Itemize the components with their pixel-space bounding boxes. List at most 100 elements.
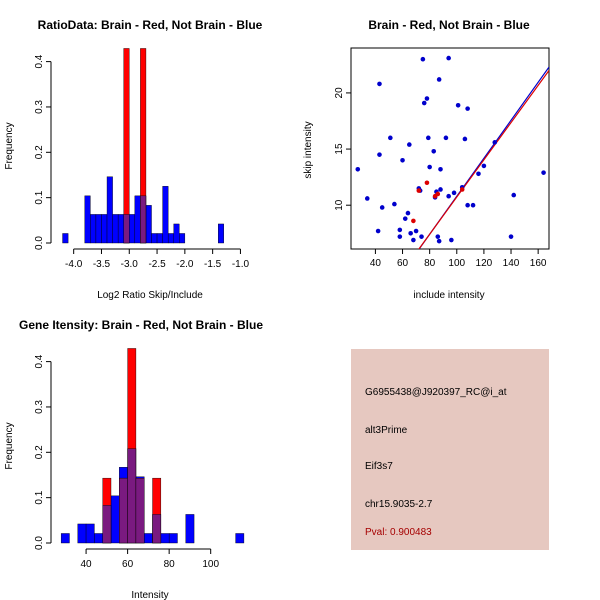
event-type: alt3Prime [365, 425, 408, 436]
notbrain-point [451, 190, 457, 196]
notbrain-point [421, 100, 427, 106]
ratio-x-tick-label: -2.0 [176, 259, 194, 270]
ratio-y-tick-label: 0.4 [34, 54, 45, 68]
intensity-scatter: Brain - Red, Not Brain - Blue 40 60 80 100 1… [303, 18, 550, 301]
ratio-notbrain-bar [95, 214, 102, 244]
intensity-overlap-bar [127, 448, 137, 544]
notbrain-point [427, 164, 432, 170]
intensity-notbrain-bar [144, 533, 153, 544]
brain-point [435, 191, 441, 197]
scatter-x-tick-label: 160 [530, 258, 547, 269]
brain-point [416, 188, 422, 193]
ratio-notbrain-bar [173, 223, 180, 244]
ratio-notbrain-bar [90, 214, 97, 244]
ratio-notbrain-bar [117, 214, 124, 244]
ratio-notbrain-bar [84, 195, 91, 244]
notbrain-point [511, 192, 517, 198]
intensity-histogram: Gene Itensity: Brain - Red, Not Brain - … [4, 318, 263, 600]
intensity-y-tick-label: 0.2 [34, 445, 45, 459]
intensity-x-tick-label: 100 [202, 559, 219, 570]
notbrain-point [408, 230, 413, 236]
notbrain-point [424, 96, 430, 101]
notbrain-point [443, 135, 449, 141]
notbrain-point [436, 238, 442, 244]
notbrain-point [446, 193, 451, 199]
info-panel: G6955438@J920397_RC@i_at alt3Prime Eif3s… [351, 349, 549, 550]
ratio-notbrain-bar [179, 233, 186, 244]
intensity-notbrain-bar [185, 514, 195, 544]
intensity-overlap-bar [119, 477, 128, 544]
scatter-y-axis: 10 15 20 [334, 87, 351, 211]
scatter-x-tick-label: 120 [476, 258, 493, 269]
scatter-points [355, 55, 546, 244]
intensity-notbrain-bar [60, 533, 70, 544]
ratio-y-tick-label: 0.3 [34, 100, 45, 114]
intensity-y-axis: 0.0 0.1 0.2 0.3 0.4 [34, 354, 52, 550]
notbrain-point [462, 136, 468, 142]
notbrain-point [407, 142, 412, 147]
p-value: Pval: 0.900483 [365, 527, 432, 538]
notbrain-point [411, 237, 416, 243]
ratio-notbrain-bar [134, 195, 141, 244]
intensity-x-tick-label: 40 [81, 559, 93, 570]
ratio-y-tick-label: 0.2 [34, 145, 45, 159]
notbrain-point [492, 140, 498, 145]
notbrain-point [419, 234, 424, 239]
ratio-notbrain-bar [167, 233, 174, 244]
notbrain-point [402, 216, 408, 221]
ratio-x-tick-label: -2.5 [148, 259, 166, 270]
notbrain-point [438, 187, 443, 192]
ratio-y-tick-label: 0.0 [34, 236, 45, 250]
ratio-notbrain-bar [151, 233, 158, 244]
ratio-y-axis: 0.0 0.1 0.2 0.3 0.4 [34, 54, 52, 250]
notbrain-point [465, 106, 470, 111]
notbrain-point [392, 201, 397, 207]
notbrain-point [438, 166, 443, 172]
notbrain-point [449, 237, 454, 243]
intensity-y-tick-label: 0.1 [34, 490, 45, 504]
intensity-notbrain-bar [160, 533, 170, 544]
notbrain-point [426, 135, 431, 141]
notbrain-point [375, 228, 381, 234]
notbrain-point [431, 149, 437, 154]
ratio-notbrain-bar [145, 205, 152, 244]
ratio-notbrain-bar [112, 214, 119, 244]
scatter-title: Brain - Red, Not Brain - Blue [368, 18, 530, 32]
notbrain-point [446, 55, 451, 61]
ratio-x-tick-label: -1.0 [232, 259, 250, 270]
gene-name: Eif3s7 [365, 461, 393, 472]
brain-fit-line [418, 70, 549, 249]
ratio-brain-bar [123, 48, 130, 244]
notbrain-point [400, 157, 405, 163]
notbrain-point [541, 170, 546, 175]
intensity-x-label: Intensity [131, 590, 168, 600]
notbrain-point [355, 166, 361, 172]
notbrain-point [388, 135, 393, 141]
scatter-y-tick-label: 20 [334, 87, 345, 99]
intensity-histogram-title: Gene Itensity: Brain - Red, Not Brain - … [19, 318, 263, 332]
ratio-notbrain-bar [101, 214, 108, 244]
intensity-notbrain-bar [110, 495, 120, 544]
ratio-y-label: Frequency [4, 122, 15, 169]
ratio-x-tick-label: -3.5 [93, 259, 111, 270]
intensity-overlap-bar [135, 477, 145, 544]
intensity-notbrain-bar [85, 523, 95, 544]
intensity-y-label: Frequency [4, 422, 15, 469]
notbrain-point [377, 81, 382, 87]
scatter-x-tick-label: 60 [397, 258, 409, 269]
brain-point [411, 218, 416, 224]
intensity-x-tick-label: 60 [122, 559, 134, 570]
ratio-x-axis: -4.0 -3.5 -3.0 -2.5 -2.0 -1.5 -1.0 [65, 248, 250, 270]
brain-point [424, 180, 430, 186]
notbrain-point [397, 234, 403, 239]
notbrain-point [364, 196, 370, 201]
notbrain-point [508, 234, 514, 239]
scatter-x-tick-label: 100 [448, 258, 465, 269]
ratio-x-tick-label: -3.0 [121, 259, 139, 270]
scatter-x-tick-label: 40 [370, 258, 382, 269]
probe-id: G6955438@J920397_RC@i_at [365, 387, 507, 398]
intensity-notbrain-bar [235, 533, 245, 544]
scatter-x-tick-label: 140 [503, 258, 520, 269]
notbrain-point [420, 56, 426, 62]
intensity-y-tick-label: 0.0 [34, 536, 45, 550]
